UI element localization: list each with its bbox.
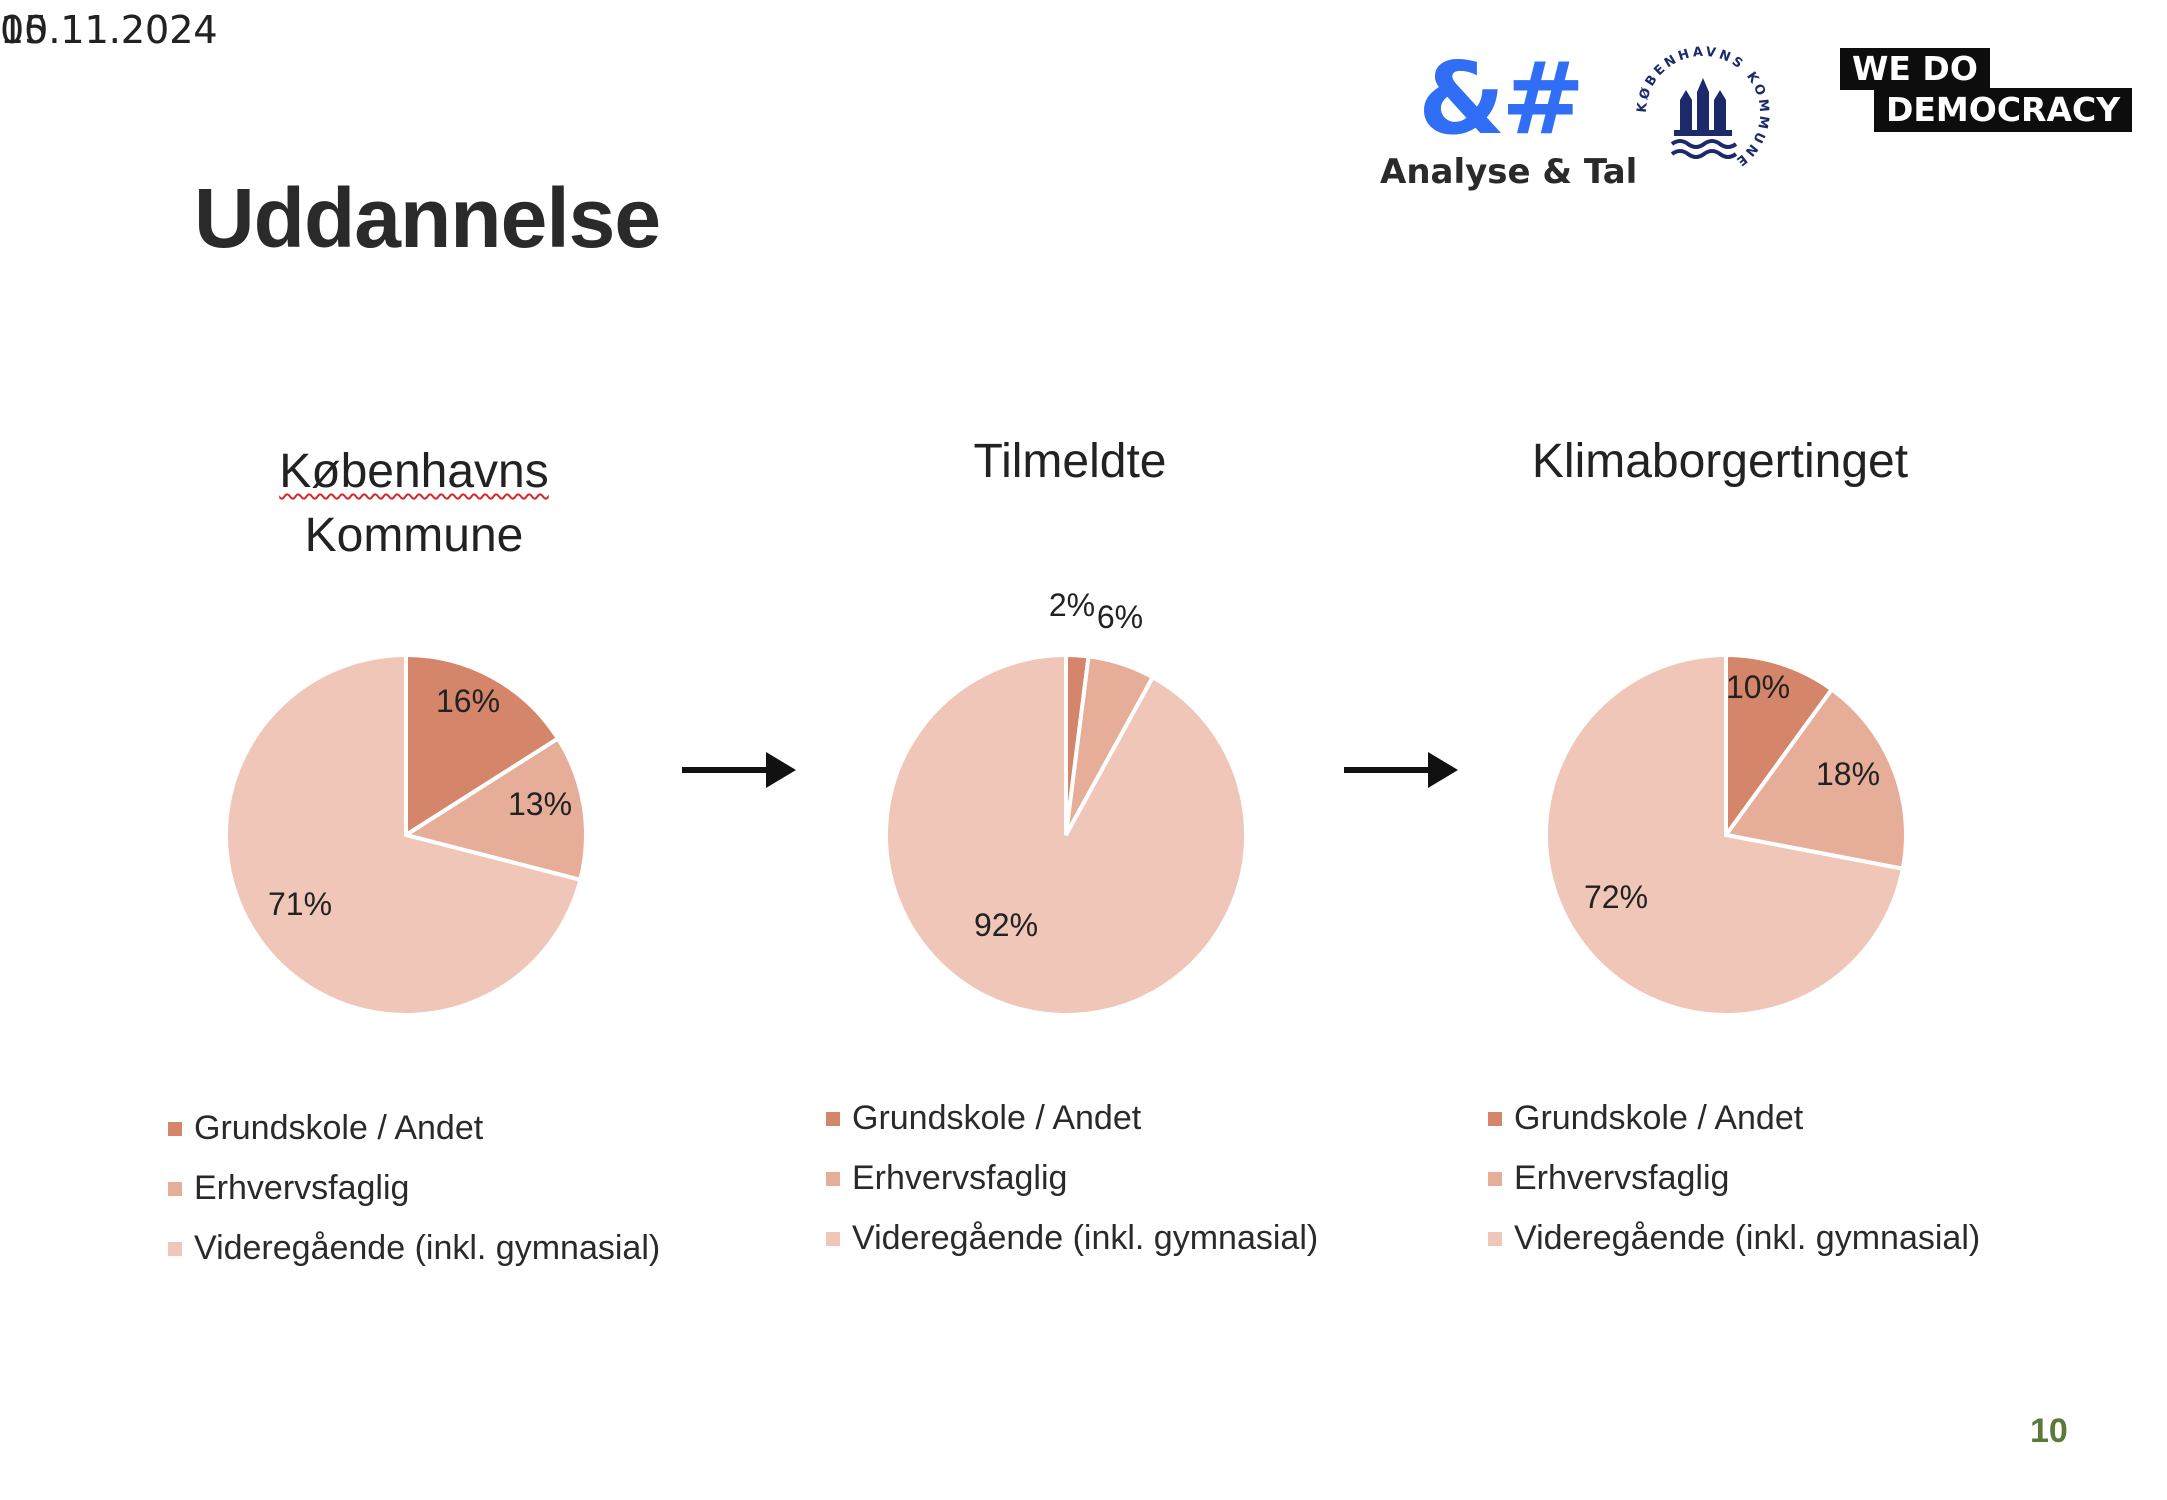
legend-label: Videregående (inkl. gymnasial) <box>194 1229 661 1267</box>
chart-1-title-line-1: Københavns <box>279 445 549 498</box>
pie-1-label-videregaaende: 71% <box>268 886 332 922</box>
legend-label: Videregående (inkl. gymnasial) <box>1514 1219 1981 1257</box>
pie-2-label-erhverv: 6% <box>1097 599 1143 635</box>
legend-swatch-erhverv <box>168 1182 182 1196</box>
pie-3-label-videregaaende: 72% <box>1584 879 1648 915</box>
chart-2-title-line-1: Tilmeldte <box>973 435 1167 488</box>
wdd-line-2: DEMOCRACY <box>1874 88 2133 132</box>
page-number: 10 <box>2030 1412 2068 1450</box>
legend-swatch-grundskole <box>168 1122 182 1136</box>
legend-label: Grundskole / Andet <box>852 1099 1142 1137</box>
date-a: 05.11.2024 <box>0 8 218 52</box>
pie-2-slice-videregaaende <box>884 652 1248 1017</box>
legend-swatch-videregaaende <box>826 1232 840 1246</box>
date-b: 10.11.2024 <box>0 8 218 52</box>
analyse-og-tal-logo: &# Analyse & Tal <box>1380 40 1637 200</box>
legend-swatch-videregaaende <box>168 1242 182 1256</box>
we-do-democracy-logo: WE DO DEMOCRACY <box>1840 48 2133 134</box>
chart-1-title: Københavns Kommune <box>224 440 604 568</box>
pie-3-slice-erhverv <box>1722 686 1908 872</box>
pie-1-slice-videregaaende <box>224 652 583 1017</box>
analyse-symbol: &# <box>1418 40 1585 157</box>
legend-swatch-grundskole <box>1488 1112 1502 1126</box>
chart-2-title: Tilmeldte <box>880 430 1260 494</box>
legend-label: Erhvervsfaglig <box>852 1159 1068 1197</box>
legend-swatch-grundskole <box>826 1112 840 1126</box>
legend-label: Grundskole / Andet <box>1514 1099 1804 1137</box>
slide-title: Uddannelse <box>194 171 661 265</box>
pie-3-label-grundskole: 10% <box>1726 669 1790 705</box>
chart-3-title-line-1: Klimaborgertinget <box>1531 435 1909 488</box>
kobenhavns-kommune-logo: KØBENHAVNS KOMMUNE <box>1635 45 1769 170</box>
legend-label: Erhvervsfaglig <box>194 1169 410 1207</box>
legend-swatch-videregaaende <box>1488 1232 1502 1246</box>
pie-1-slice-grundskole <box>404 652 561 839</box>
chart-3-title: Klimaborgertinget <box>1490 430 1950 494</box>
pie-3-slice-grundskole <box>1724 652 1835 842</box>
legend-swatch-erhverv <box>826 1172 840 1186</box>
pie-2-label-grundskole: 2% <box>1049 587 1095 623</box>
pie-2-label-videregaaende: 92% <box>974 907 1038 943</box>
pie-3-slice-videregaaende <box>1544 652 1906 1017</box>
chart-1-title-line-2: Kommune <box>304 509 524 562</box>
pie-1-slice-erhverv <box>401 735 588 883</box>
pie-3-label-erhverv: 18% <box>1816 756 1880 792</box>
pie-1-label-grundskole: 16% <box>436 683 500 719</box>
legend-swatch-erhverv <box>1488 1172 1502 1186</box>
legend-label: Grundskole / Andet <box>194 1109 484 1147</box>
wdd-line-1: WE DO <box>1840 48 1990 90</box>
arrow-1 <box>682 752 796 788</box>
legend-label: Videregående (inkl. gymnasial) <box>852 1219 1319 1257</box>
arrow-2 <box>1344 752 1458 788</box>
legend-label: Erhvervsfaglig <box>1514 1159 1730 1197</box>
analyse-text: Analyse & Tal <box>1380 152 1638 192</box>
pie-1-label-erhverv: 13% <box>508 786 572 822</box>
